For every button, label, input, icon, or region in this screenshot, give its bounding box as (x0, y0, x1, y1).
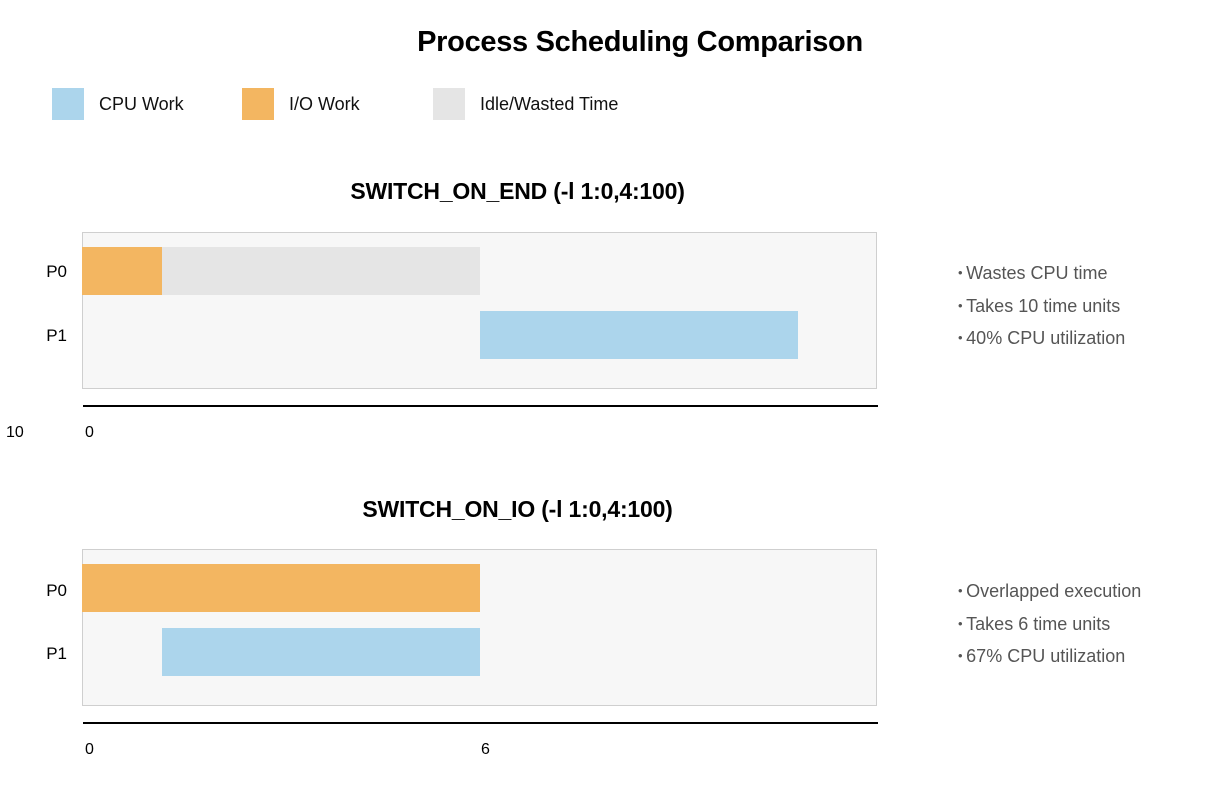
row-label-p0: P0 (46, 262, 67, 281)
gantt-plot-area-switch-on-io (82, 549, 877, 706)
tick-label-10: 10 (6, 424, 24, 441)
row-label-p1: P1 (46, 644, 67, 663)
row-label-p0: P0 (46, 581, 67, 600)
note-item: Takes 10 time units (958, 290, 1125, 323)
notes-switch-on-io: Overlapped execution Takes 6 time units … (958, 575, 1141, 673)
chart-title-switch-on-end: SWITCH_ON_END (-l 1:0,4:100) (350, 178, 685, 204)
tick-label-0: 0 (85, 741, 94, 758)
legend-label-io: I/O Work (289, 94, 360, 114)
note-item: 67% CPU utilization (958, 640, 1141, 673)
note-item: Takes 6 time units (958, 608, 1141, 641)
note-item: Overlapped execution (958, 575, 1141, 608)
note-item: Wastes CPU time (958, 257, 1125, 290)
notes-switch-on-end: Wastes CPU time Takes 10 time units 40% … (958, 257, 1125, 355)
gantt-bar-p1-cpu-work (161, 628, 480, 676)
chart-title-switch-on-io: SWITCH_ON_IO (-l 1:0,4:100) (362, 496, 673, 522)
x-axis-line (83, 405, 878, 407)
page-title: Process Scheduling Comparison (417, 26, 863, 58)
legend-swatch-idle (433, 88, 465, 120)
gantt-bar-p0-i-o-work (82, 564, 480, 612)
gantt-bar-p1-cpu-work (479, 311, 798, 359)
tick-label-0: 0 (85, 424, 94, 441)
note-item: 40% CPU utilization (958, 322, 1125, 355)
x-axis-line (83, 722, 878, 724)
legend-swatch-cpu (52, 88, 84, 120)
gantt-bar-p0-i-o-work (82, 247, 162, 295)
gantt-plot-area-switch-on-end (82, 232, 877, 389)
tick-label-6: 6 (481, 741, 490, 758)
legend-swatch-io (242, 88, 274, 120)
legend-label-cpu: CPU Work (99, 94, 184, 114)
row-label-p1: P1 (46, 326, 67, 345)
legend-label-idle: Idle/Wasted Time (480, 94, 619, 114)
gantt-bar-p0-idle-wasted-time (161, 247, 480, 295)
